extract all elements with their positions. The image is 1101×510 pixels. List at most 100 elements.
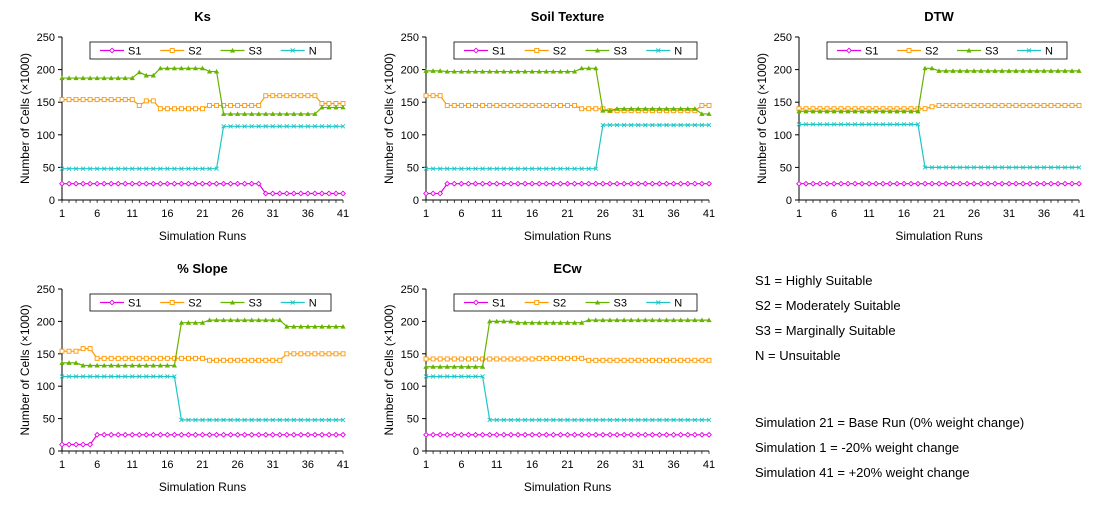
data-point-s3 bbox=[536, 320, 542, 325]
data-point-s3 bbox=[922, 65, 928, 71]
data-point-n bbox=[66, 374, 72, 379]
data-point-s2 bbox=[964, 103, 970, 108]
data-point-s1 bbox=[234, 180, 241, 187]
data-point-s2 bbox=[423, 356, 429, 362]
legend-label-s2: S2 bbox=[188, 46, 201, 58]
data-point-n bbox=[108, 374, 114, 379]
data-point-s2 bbox=[150, 98, 156, 104]
data-point-n bbox=[494, 166, 500, 172]
x-tick-label: 6 bbox=[94, 459, 100, 471]
legend-label-s1: S1 bbox=[492, 298, 505, 310]
x-axis-label: Simulation Runs bbox=[159, 480, 246, 494]
data-point-s1 bbox=[185, 431, 192, 438]
data-point-s3 bbox=[143, 362, 149, 368]
legend-label-s2: S2 bbox=[925, 46, 938, 58]
data-point-n bbox=[614, 417, 620, 423]
data-point-s3 bbox=[465, 68, 472, 74]
data-point-s1 bbox=[255, 180, 262, 187]
data-point-n bbox=[586, 166, 592, 172]
data-point-n bbox=[487, 166, 492, 172]
data-point-s1 bbox=[143, 431, 150, 438]
data-point-s1 bbox=[109, 299, 115, 306]
data-point-s3 bbox=[171, 362, 177, 368]
data-point-s2 bbox=[80, 97, 86, 103]
data-point-s3 bbox=[642, 317, 648, 323]
data-point-n bbox=[831, 122, 837, 127]
data-point-s3 bbox=[423, 68, 429, 73]
data-point-n bbox=[678, 417, 684, 423]
data-point-s1 bbox=[109, 47, 115, 54]
data-point-n bbox=[263, 124, 269, 129]
y-axis-label: Number of Cells (×1000) bbox=[18, 304, 32, 435]
data-point-s1 bbox=[178, 431, 185, 438]
data-point-s1 bbox=[908, 180, 914, 187]
data-point-s1 bbox=[157, 431, 164, 438]
data-point-s1 bbox=[599, 431, 606, 438]
data-point-s2 bbox=[936, 103, 942, 108]
data-point-n bbox=[129, 166, 135, 172]
data-point-s3 bbox=[249, 111, 255, 116]
data-point-s1 bbox=[276, 431, 283, 438]
data-point-n bbox=[172, 166, 177, 172]
data-point-n bbox=[607, 417, 613, 423]
data-point-n bbox=[655, 48, 661, 53]
data-point-n bbox=[678, 122, 684, 128]
data-point-n bbox=[459, 374, 464, 379]
data-point-s3 bbox=[458, 364, 464, 369]
data-point-s3 bbox=[298, 111, 304, 116]
data-point-s2 bbox=[59, 348, 65, 354]
data-point-n bbox=[643, 417, 648, 423]
data-point-s2 bbox=[586, 357, 592, 363]
data-point-s3 bbox=[522, 68, 528, 74]
data-point-s1 bbox=[297, 431, 304, 438]
data-point-n bbox=[193, 166, 198, 172]
data-point-n bbox=[242, 417, 247, 423]
data-point-s1 bbox=[311, 190, 318, 197]
data-point-n bbox=[263, 417, 269, 423]
data-point-s1 bbox=[192, 431, 199, 438]
data-point-s3 bbox=[242, 317, 248, 323]
data-point-s1 bbox=[227, 431, 234, 438]
data-point-s2 bbox=[642, 357, 648, 363]
data-point-s3 bbox=[284, 111, 290, 116]
data-point-s2 bbox=[922, 106, 928, 112]
data-point-s3 bbox=[333, 323, 339, 329]
data-point-s3 bbox=[564, 68, 571, 74]
data-point-s2 bbox=[678, 357, 684, 363]
legend-label-s3: S3 bbox=[614, 46, 627, 58]
data-point-n bbox=[480, 374, 485, 379]
data-point-s3 bbox=[242, 111, 248, 116]
x-tick-label: 11 bbox=[491, 208, 502, 220]
y-tick-label: 250 bbox=[37, 284, 55, 296]
data-point-s1 bbox=[479, 431, 486, 438]
data-point-s1 bbox=[656, 431, 663, 438]
data-point-n bbox=[473, 166, 478, 172]
class-note-s1: S1 = Highly Suitable bbox=[755, 273, 873, 288]
y-tick-label: 200 bbox=[401, 65, 419, 77]
x-tick-label: 41 bbox=[703, 459, 715, 471]
data-point-s2 bbox=[550, 103, 556, 108]
data-point-s1 bbox=[557, 431, 564, 438]
data-point-n bbox=[593, 166, 599, 172]
data-point-s2 bbox=[706, 103, 712, 108]
data-point-s1 bbox=[796, 180, 802, 187]
data-point-s1 bbox=[122, 431, 129, 438]
data-point-n bbox=[444, 166, 450, 172]
data-point-s2 bbox=[193, 355, 198, 361]
data-point-n bbox=[664, 122, 669, 128]
data-point-s1 bbox=[304, 190, 311, 197]
legend-label-s1: S1 bbox=[492, 46, 505, 58]
data-point-s2 bbox=[298, 351, 304, 357]
data-point-s3 bbox=[699, 317, 705, 323]
data-point-s3 bbox=[115, 75, 121, 81]
data-point-s1 bbox=[698, 431, 705, 438]
x-tick-label: 36 bbox=[302, 459, 314, 471]
data-point-n bbox=[200, 417, 205, 423]
data-point-s1 bbox=[585, 431, 592, 438]
data-point-s1 bbox=[536, 180, 543, 187]
series-line-n bbox=[62, 375, 343, 421]
data-point-s1 bbox=[698, 180, 705, 187]
data-point-s3 bbox=[985, 68, 991, 73]
data-point-s2 bbox=[115, 355, 121, 361]
